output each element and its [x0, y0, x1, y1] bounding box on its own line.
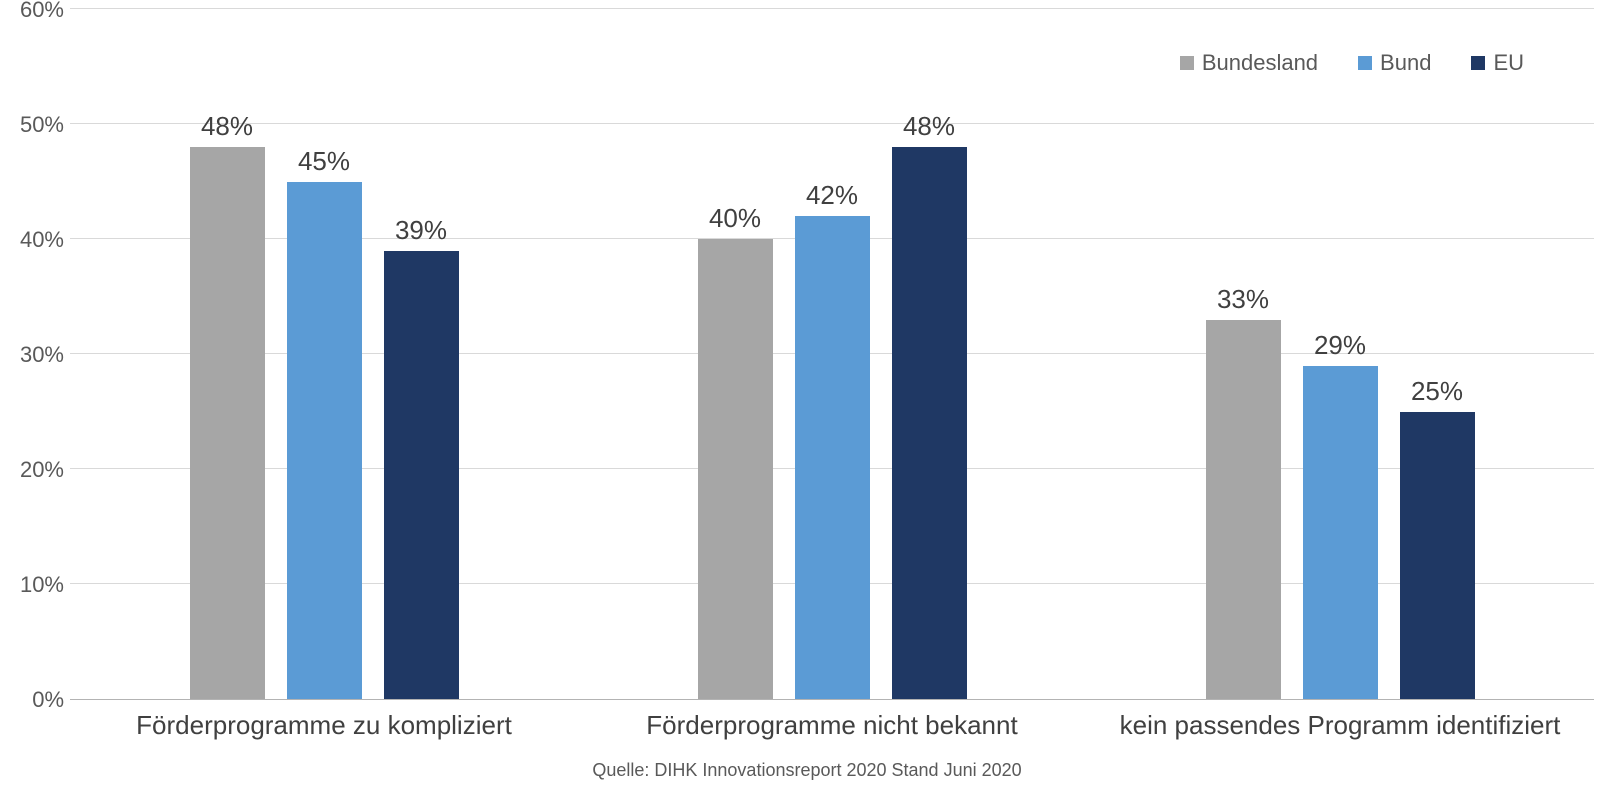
- bar-wrap: 25%: [1400, 412, 1475, 700]
- bar-value-label: 42%: [782, 180, 882, 211]
- plot-area: 48%45%39%40%42%48%33%29%25%: [70, 10, 1594, 700]
- bar: [1400, 412, 1475, 700]
- bar-value-label: 48%: [879, 111, 979, 142]
- bar: [1303, 366, 1378, 700]
- legend-swatch: [1180, 56, 1194, 70]
- legend-swatch: [1358, 56, 1372, 70]
- y-tick-label: 40%: [4, 227, 64, 253]
- legend-item: Bundesland: [1180, 50, 1318, 76]
- chart-container: 0%10%20%30%40%50%60% 48%45%39%40%42%48%3…: [0, 0, 1614, 805]
- y-tick-label: 0%: [4, 687, 64, 713]
- gridline: [70, 8, 1594, 9]
- y-tick-label: 20%: [4, 457, 64, 483]
- legend: Bundesland Bund EU: [1180, 50, 1524, 76]
- category-label: Förderprogramme nicht bekannt: [578, 710, 1086, 741]
- y-tick-label: 10%: [4, 572, 64, 598]
- legend-label: EU: [1493, 50, 1524, 76]
- bar-wrap: 40%: [698, 239, 773, 699]
- bar: [1206, 320, 1281, 700]
- bar-group: 33% 29% 25%: [1086, 10, 1594, 699]
- bar-wrap: 33%: [1206, 320, 1281, 700]
- y-tick-label: 30%: [4, 342, 64, 368]
- bar-group: 40%42%48%: [578, 10, 1086, 699]
- category-label: Förderprogramme zu kompliziert: [70, 710, 578, 741]
- legend-label: Bundesland: [1202, 50, 1318, 76]
- y-tick-label: 60%: [4, 0, 64, 23]
- bar: [190, 147, 265, 699]
- y-tick-label: 50%: [4, 112, 64, 138]
- legend-item: Bund: [1358, 50, 1431, 76]
- bar-value-label: 25%: [1387, 376, 1487, 407]
- x-axis-labels: Förderprogramme zu kompliziertFörderprog…: [70, 710, 1594, 741]
- bar: [287, 182, 362, 700]
- bar-wrap: 39%: [384, 251, 459, 700]
- bar-wrap: 42%: [795, 216, 870, 699]
- bar-value-label: 48%: [177, 111, 277, 142]
- source-note: Quelle: DIHK Innovationsreport 2020 Stan…: [0, 760, 1614, 781]
- bar: [384, 251, 459, 700]
- legend-swatch: [1471, 56, 1485, 70]
- legend-item: EU: [1471, 50, 1524, 76]
- legend-label: Bund: [1380, 50, 1431, 76]
- bar-wrap: 48%: [892, 147, 967, 699]
- bar-group: 48% 45% 39%: [70, 10, 578, 699]
- bar-wrap: 45%: [287, 182, 362, 700]
- bar-value-label: 40%: [685, 203, 785, 234]
- bar-value-label: 33%: [1193, 284, 1293, 315]
- bar-value-label: 29%: [1290, 330, 1390, 361]
- bar-wrap: 29%: [1303, 366, 1378, 700]
- bar-value-label: 39%: [371, 215, 471, 246]
- bar-wrap: 48%: [190, 147, 265, 699]
- bar: [795, 216, 870, 699]
- bar: [698, 239, 773, 699]
- bar-value-label: 45%: [274, 146, 374, 177]
- bar-groups: 48%45%39%40%42%48%33%29%25%: [70, 10, 1594, 699]
- bar: [892, 147, 967, 699]
- category-label: kein passendes Programm identifiziert: [1086, 710, 1594, 741]
